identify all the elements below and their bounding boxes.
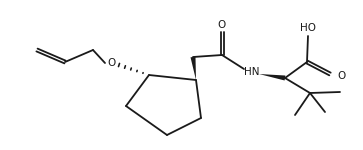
Polygon shape (259, 74, 285, 80)
Text: O: O (108, 58, 116, 68)
Text: HO: HO (300, 23, 316, 33)
Text: O: O (218, 20, 226, 30)
Text: HN: HN (244, 67, 260, 77)
Text: O: O (337, 71, 345, 81)
Polygon shape (191, 57, 196, 80)
